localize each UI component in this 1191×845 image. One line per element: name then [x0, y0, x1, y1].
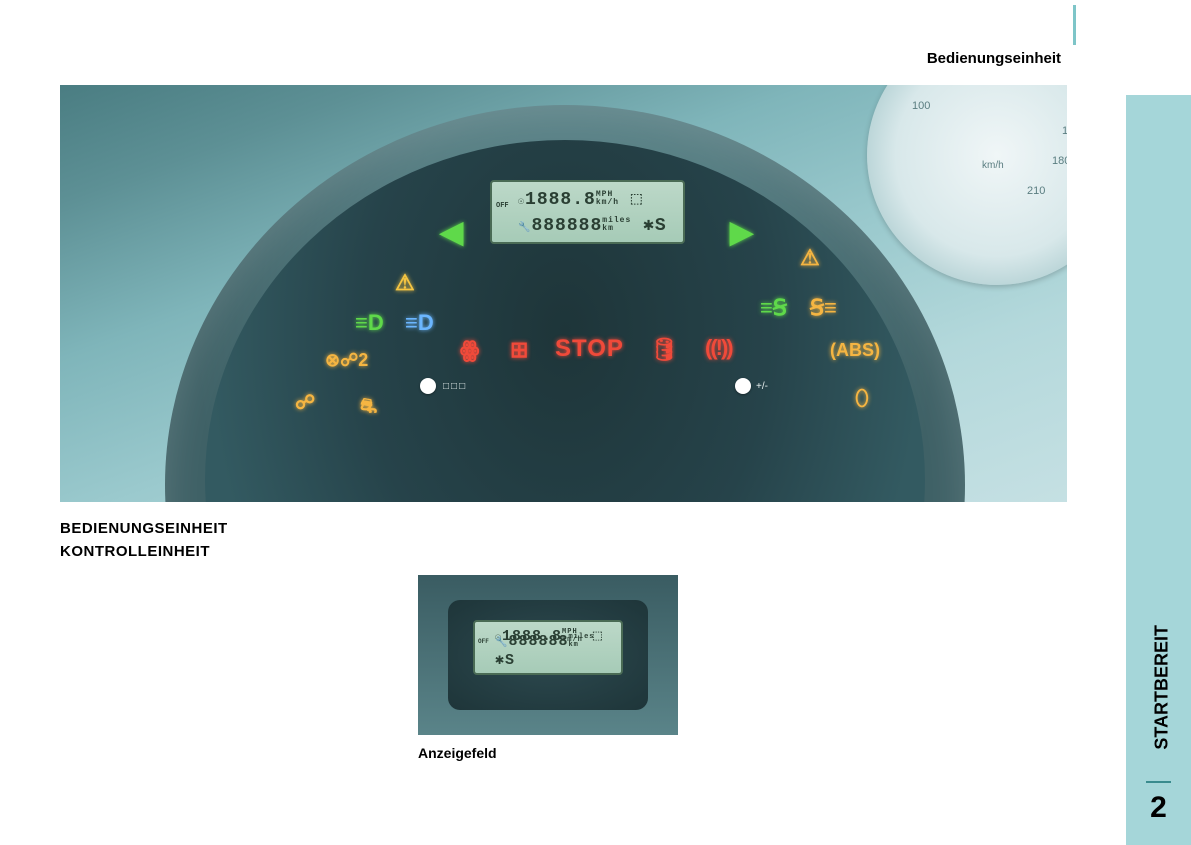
lcd-odo-digits: 888888 — [531, 216, 602, 236]
lcd-detail-snow: ✱S — [495, 652, 515, 669]
lcd-detail-odo: 888888 — [508, 633, 568, 650]
lcd-right-icon: ⬚ — [631, 190, 643, 210]
abs-icon: (ABS) — [830, 340, 880, 361]
hazard-triangle-icon: ⚠ — [800, 245, 820, 271]
lcd-line1: ☉1888.8MPHkm/h ⬚ — [518, 188, 643, 210]
lcd-detail-line2: 🔧888888mileskm ✱S — [495, 633, 621, 669]
seatbelt-icon: ⛐ — [360, 395, 377, 420]
lcd-snow-mode: ✱S — [643, 216, 667, 236]
page-header-title: Bedienungseinheit — [927, 50, 1061, 67]
battery-icon: ⊞ — [510, 337, 528, 363]
lcd-detail-illustration: ☉1888.8MPHkm/h ⬚ OFF 🔧888888mileskm ✱S — [418, 575, 678, 735]
lcd-display-detail: ☉1888.8MPHkm/h ⬚ OFF 🔧888888mileskm ✱S — [473, 620, 623, 675]
warning-triangle-icon: ⚠ — [395, 270, 415, 296]
glow-plug-icon: ꙮ — [460, 337, 476, 363]
trip-reset-label: □□□ — [443, 381, 467, 392]
wrench-icon: 🔧 — [518, 223, 531, 234]
turn-signal-right-icon: ▶ — [730, 215, 753, 250]
lcd-kmh-label: km/h — [596, 198, 619, 207]
header-accent-bar — [1073, 5, 1076, 45]
lcd-speed-digits: 1888.8 — [525, 190, 596, 210]
trip-reset-knob — [420, 378, 436, 394]
lcd-display-main: ☉1888.8MPHkm/h ⬚ OFF 🔧888888mileskm ✱S — [490, 180, 685, 244]
speedo-tick: 100 — [912, 100, 930, 112]
oil-pressure-icon: 🛢 — [650, 337, 678, 363]
turn-signal-left-icon: ◀ — [440, 215, 463, 250]
section-title-2: KONTROLLEINHEIT — [60, 543, 228, 560]
brightness-label: +/- — [756, 381, 768, 392]
speedo-tick: 180 — [1052, 155, 1067, 167]
side-tab-label: STARTBEREIT — [1152, 625, 1173, 750]
airbag-icon: ☍ — [295, 390, 315, 415]
check-engine-icon: ⬯ — [855, 385, 869, 411]
speedo-tick: 170 — [1062, 125, 1067, 137]
brightness-knob — [735, 378, 751, 394]
lcd-detail-miles: miles — [568, 633, 594, 641]
parking-brake-icon: ((!)) — [705, 335, 732, 361]
section-heading-block: BEDIENUNGSEINHEIT KONTROLLEINHEIT — [60, 520, 228, 566]
lcd-detail-km: km — [568, 641, 578, 649]
detail-caption: Anzeigefeld — [418, 745, 497, 761]
chapter-side-tab: STARTBEREIT 2 — [1126, 95, 1191, 845]
lcd-off-label: OFF — [496, 202, 509, 210]
lcd-detail-off: OFF — [478, 638, 489, 645]
low-beam-icon: ≡D — [355, 310, 384, 336]
section-title-1: BEDIENUNGSEINHEIT — [60, 520, 228, 537]
stop-warning-text: STOP — [555, 335, 624, 363]
speedo-tick: 210 — [1027, 185, 1045, 197]
dashboard-main-illustration: 100 170 180 210 km/h ☉1888.8MPHkm/h ⬚ OF… — [60, 85, 1067, 502]
cruise-icon: ☉ — [518, 197, 525, 208]
rear-fog-light-icon: Ꞩ≡ — [810, 295, 837, 321]
high-beam-icon: ≡D — [405, 310, 434, 336]
lcd-line2: 🔧888888mileskm ✱S — [518, 214, 667, 236]
side-tab-chapter-number: 2 — [1146, 781, 1171, 825]
speedo-unit: km/h — [982, 160, 1004, 171]
passenger-airbag-off-icon: ⊗☍2 — [325, 350, 368, 371]
speedometer-gauge: 100 170 180 210 km/h — [867, 85, 1067, 285]
lcd-km-label: km — [602, 224, 614, 233]
front-fog-light-icon: ≡Ꞩ — [760, 295, 787, 321]
